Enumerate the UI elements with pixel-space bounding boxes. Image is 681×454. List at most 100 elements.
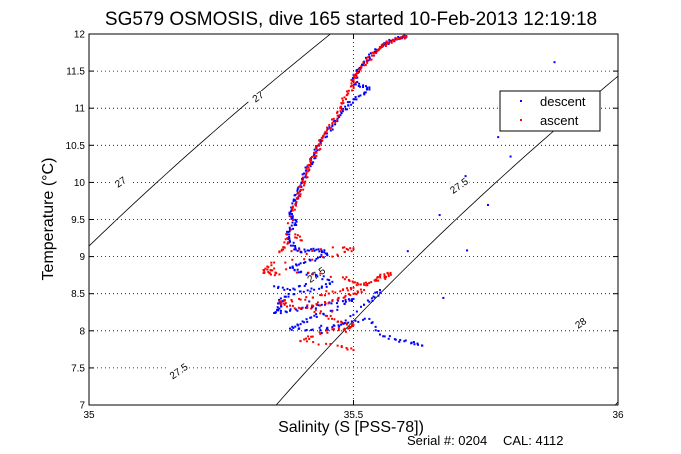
ascent-point-dense (331, 122, 334, 125)
descent-point-dense (277, 285, 280, 288)
descent-point-dense (335, 302, 338, 305)
ascent-point-dense (321, 139, 324, 142)
ascent-point-dense (336, 111, 339, 114)
descent-point-dense (326, 252, 329, 255)
ascent-point-dense (308, 158, 311, 161)
descent-point-dense (301, 178, 304, 181)
ascent-point-dense (304, 180, 307, 183)
ascent-point-dense (299, 339, 302, 342)
descent-point-dense (509, 155, 512, 158)
ascent-point (336, 344, 339, 347)
descent-point-dense (313, 249, 316, 252)
descent-point-dense (297, 271, 300, 274)
ascent-point-dense (359, 68, 362, 71)
ascent-point (291, 209, 294, 212)
ascent-point (304, 173, 307, 176)
y-tick-label: 9.5 (71, 215, 85, 226)
ascent-point-dense (349, 286, 352, 289)
descent-point-dense (404, 339, 407, 342)
descent-point (341, 322, 344, 325)
ascent-point (273, 261, 276, 264)
ascent-point-dense (305, 252, 308, 255)
descent-point-dense (337, 299, 340, 302)
descent-point (283, 295, 286, 298)
descent-point-dense (328, 279, 331, 282)
ascent-point-dense (377, 279, 380, 282)
x-axis-label: Salinity (S [PSS-78]) (278, 419, 424, 436)
ascent-point-dense (325, 290, 328, 293)
ascent-point-dense (315, 145, 318, 148)
ascent-point-dense (356, 71, 359, 74)
ascent-point (283, 303, 286, 306)
descent-point (378, 288, 381, 291)
ascent-point-dense (351, 324, 354, 327)
descent-point-dense (330, 302, 333, 305)
ascent-point-dense (290, 250, 293, 253)
descent-point-dense (288, 233, 291, 236)
ascent-point-dense (308, 168, 311, 171)
descent-point-dense (290, 213, 293, 216)
ascent-point-dense (271, 269, 274, 272)
ascent-point-dense (298, 248, 301, 251)
descent-point-dense (319, 255, 322, 258)
ascent-point-dense (307, 271, 310, 274)
ascent-point-dense (266, 265, 269, 268)
ascent-point-dense (363, 64, 366, 67)
descent-point (294, 222, 297, 225)
ascent-point-dense (347, 248, 350, 251)
ascent-point-dense (302, 176, 305, 179)
descent-point (320, 303, 323, 306)
descent-point (553, 61, 556, 64)
descent-point-dense (309, 165, 312, 168)
descent-point-dense (362, 86, 365, 89)
ascent-point-dense (350, 325, 353, 328)
ascent-point-dense (345, 98, 348, 101)
descent-point-dense (417, 343, 420, 346)
ascent-point-dense (302, 184, 305, 187)
descent-point-dense (288, 211, 291, 214)
ascent-point-dense (284, 238, 287, 241)
ascent-point-dense (319, 312, 322, 315)
descent-point-dense (399, 339, 402, 342)
descent-point-dense (368, 53, 371, 56)
ascent-point-dense (351, 280, 354, 283)
ascent-point-dense (282, 248, 285, 251)
descent-point-dense (374, 329, 377, 332)
descent-point-dense (362, 64, 365, 67)
descent-point-dense (354, 319, 357, 322)
descent-point (299, 262, 302, 265)
descent-point-dense (289, 308, 292, 311)
descent-point-dense (398, 340, 401, 343)
ascent-point-dense (328, 127, 331, 130)
descent-point-dense (314, 259, 317, 262)
ascent-point-dense (314, 308, 317, 311)
ascent-point (294, 233, 297, 236)
descent-point-dense (355, 98, 358, 101)
ascent-point-dense (286, 222, 289, 225)
descent-point-dense (324, 136, 327, 139)
ascent-point-dense (327, 302, 330, 305)
ascent-point-dense (290, 228, 293, 231)
ascent-point-dense (351, 322, 354, 325)
ascent-point-dense (293, 208, 296, 211)
ascent-point-dense (319, 248, 322, 251)
descent-point (336, 117, 339, 120)
descent-point-dense (316, 256, 319, 259)
descent-point-dense (318, 287, 321, 290)
descent-point (310, 248, 313, 251)
descent-point-dense (387, 337, 390, 340)
ascent-point (320, 294, 323, 297)
descent-point-dense (334, 123, 337, 126)
ascent-point-dense (297, 306, 300, 309)
ascent-point-dense (313, 155, 316, 158)
ascent-point-dense (311, 272, 314, 275)
ascent-point-dense (278, 300, 281, 303)
ascent-point-dense (331, 300, 334, 303)
descent-point (352, 297, 355, 300)
descent-point-dense (291, 215, 294, 218)
ascent-point-dense (280, 301, 283, 304)
descent-point-dense (293, 268, 296, 271)
ascent-point-dense (331, 310, 334, 313)
contour-label-bg (570, 317, 591, 329)
ascent-point-dense (375, 279, 378, 282)
